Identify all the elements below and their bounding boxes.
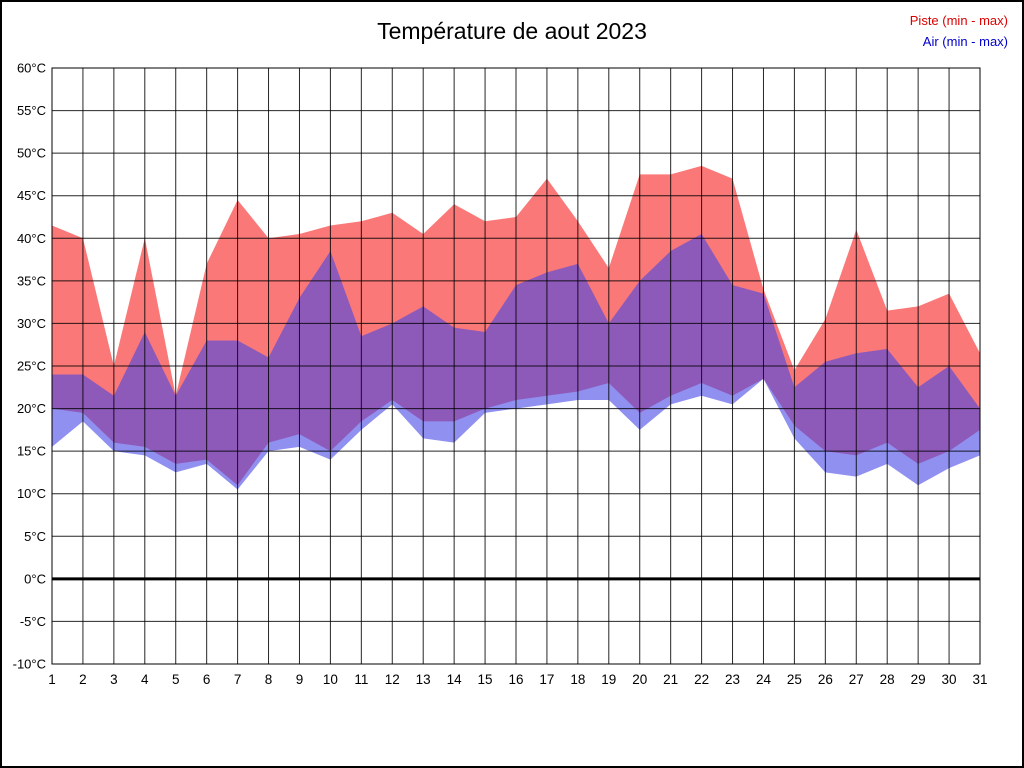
y-tick-label: 15°C [17,444,46,459]
legend-label-piste: Piste (min - max) [909,13,1008,28]
x-tick-label: 28 [880,672,895,687]
x-tick-label: 21 [663,672,678,687]
x-tick-label: 20 [632,672,647,687]
legend-item-piste: Piste (min - max) [910,10,1008,31]
x-tick-label: 22 [694,672,709,687]
x-tick-label: 8 [265,672,273,687]
y-tick-label: -5°C [20,614,46,629]
y-tick-label: 30°C [17,316,46,331]
chart-legend: Piste (min - max) Air (min - max) [910,10,1008,53]
x-tick-label: 12 [385,672,400,687]
x-tick-label: 16 [508,672,523,687]
x-tick-label: 26 [818,672,833,687]
x-tick-label: 15 [478,672,493,687]
x-tick-label: 3 [110,672,118,687]
y-tick-label: 35°C [17,273,46,288]
chart-title: Température de aout 2023 [377,18,647,44]
y-tick-label: 0°C [24,571,46,586]
y-tick-label: 25°C [17,359,46,374]
y-tick-label: 50°C [17,146,46,161]
x-tick-label: 2 [79,672,87,687]
x-tick-label: 29 [911,672,926,687]
x-tick-label: 11 [354,672,368,687]
x-tick-label: 17 [539,672,554,687]
x-tick-label: 18 [570,672,585,687]
legend-label-air: Air (min - max) [922,34,1008,50]
x-tick-label: 30 [942,672,957,687]
x-tick-label: 4 [141,672,149,687]
x-tick-label: 14 [447,672,463,687]
x-tick-label: 27 [849,672,864,687]
x-tick-label: 5 [172,672,180,687]
x-tick-label: 10 [323,672,338,687]
x-tick-label: 1 [48,672,56,687]
y-tick-label: 45°C [17,188,46,203]
x-tick-label: 31 [972,672,987,687]
x-tick-label: 23 [725,672,740,687]
y-tick-label: 5°C [24,529,46,544]
x-tick-label: 6 [203,672,211,687]
x-tick-label: 19 [601,672,616,687]
y-tick-label: 10°C [17,486,46,501]
x-tick-label: 7 [234,672,242,687]
x-tick-label: 9 [296,672,304,687]
y-tick-label: -10°C [13,657,46,672]
y-tick-label: 60°C [17,61,46,76]
y-tick-label: 20°C [17,401,46,416]
y-tick-label: 55°C [17,103,46,118]
x-tick-label: 24 [756,672,772,687]
y-tick-label: 40°C [17,231,46,246]
legend-item-air: Air (min - max) [910,31,1008,52]
x-tick-label: 13 [416,672,431,687]
x-tick-label: 25 [787,672,802,687]
